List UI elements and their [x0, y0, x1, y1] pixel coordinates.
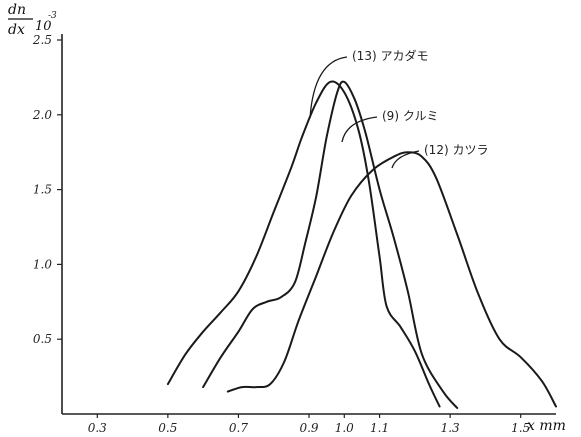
y-axis-title-multiplier: 10: [35, 19, 52, 34]
series-curves: [166, 80, 557, 409]
x-ticks: 0.3 0.5 0.7 0.9 1.0 1.1 1.3 1.5: [88, 414, 530, 435]
y-axis-title-exponent: -3: [48, 11, 57, 21]
series-line-2: [202, 80, 459, 409]
y-axis-title: dn dx 10 -3: [8, 2, 57, 38]
series-label-1: (13) アカダモ: [352, 48, 428, 63]
y-ticks: 0.5 1.0 1.5 2.0 2.5: [32, 33, 62, 346]
series-leader-3: [391, 150, 420, 169]
series-leader-1: [309, 56, 348, 119]
x-tick-label: 1.0: [335, 421, 354, 435]
y-tick-label: 0.5: [33, 332, 52, 346]
series-label-2: (9) クルミ: [382, 109, 438, 123]
x-tick-label: 1.5: [511, 421, 530, 435]
series-line-3: [226, 151, 557, 408]
x-tick-label: 0.3: [88, 421, 107, 435]
x-tick-label: 1.1: [370, 421, 389, 435]
series-line-1: [166, 80, 441, 408]
y-axis-title-numerator: dn: [8, 2, 26, 18]
x-tick-label: 0.7: [229, 421, 248, 435]
y-tick-label: 2.5: [32, 33, 52, 47]
y-axis-title-denominator: dx: [8, 22, 25, 38]
x-tick-label: 0.9: [299, 421, 318, 435]
x-tick-label: 1.3: [441, 421, 460, 435]
x-tick-label: 0.5: [158, 421, 177, 435]
series-labels: (13) アカダモ (9) クルミ (12) カツラ: [309, 48, 488, 169]
y-tick-label: 1.5: [33, 183, 52, 197]
y-tick-label: 2.0: [32, 108, 52, 122]
series-label-3: (12) カツラ: [424, 143, 488, 157]
series-leader-2: [341, 116, 378, 143]
x-axis-title: x mm: [527, 418, 566, 434]
y-tick-label: 1.0: [33, 257, 52, 271]
